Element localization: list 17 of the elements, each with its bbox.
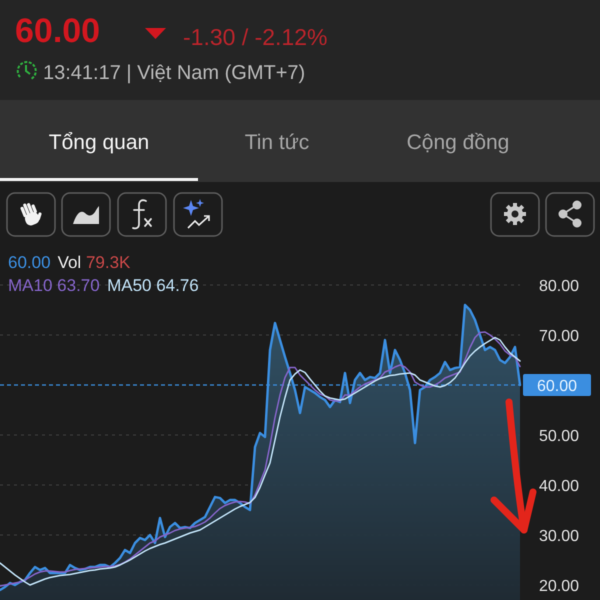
y-tick-label: 40.00 [538, 478, 580, 495]
text: Vol 79.3K [58, 253, 132, 272]
chart-title: 60.00 [8, 253, 51, 272]
legend-label: 60.00 [15, 12, 100, 50]
chart-subtitle: -1.30 / -2.12% [183, 24, 328, 50]
text: MA50 64.76 [107, 276, 199, 295]
text: 13:41:17 | Việt Nam (GMT+7) [43, 62, 306, 84]
y-tick-label: 70.00 [538, 328, 580, 345]
y-tick-label: 30.00 [538, 528, 580, 545]
text: MA10 63.70 [8, 276, 100, 295]
y-tick-label: 50.00 [538, 428, 580, 445]
y-tick-label: 80.00 [538, 278, 580, 295]
text: Tổng quan [48, 131, 150, 154]
text: Tin tức [244, 131, 310, 154]
ref-line-label: 60.00 [536, 378, 578, 395]
text: Cộng đồng [406, 131, 510, 154]
y-tick-label: 20.00 [538, 578, 580, 595]
